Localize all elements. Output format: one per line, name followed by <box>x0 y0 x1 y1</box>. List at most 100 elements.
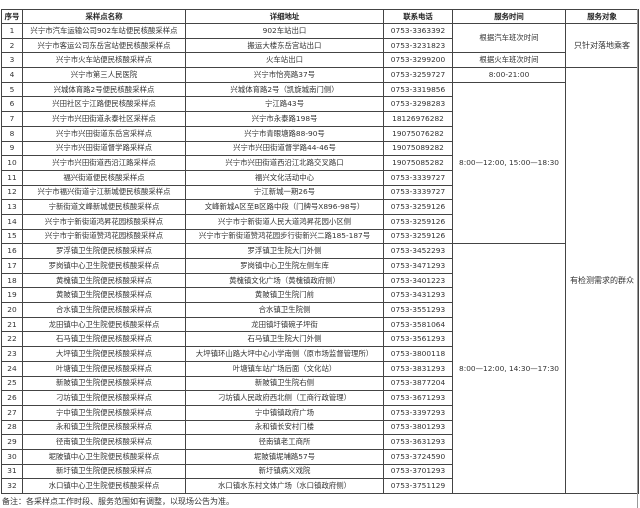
table-row: 27 宁中镇卫生院便民核酸采样点 宁中镇镇政府广场 0753-3397293 <box>1 404 639 421</box>
site-phone: 0753-3259727 <box>383 67 453 83</box>
site-phone: 0753-3339727 <box>383 184 453 201</box>
site-name: 黄槐镇卫生院便民核酸采样点 <box>22 272 186 289</box>
page-edge-line <box>637 9 638 508</box>
site-phone: 0753-3751129 <box>383 478 453 494</box>
site-name: 兴田社区宁江路便民核酸采样点 <box>22 96 186 113</box>
site-name: 兴宁市宁新街道鸿昇花园核酸采样点 <box>22 213 186 230</box>
table-row: 9 兴宁市兴田街道督学路采样点 兴宁市兴田街道督学路44-46号 1907508928… <box>1 140 639 157</box>
row-number: 7 <box>1 111 23 127</box>
row-number: 16 <box>1 243 23 259</box>
site-phone: 0753-3724590 <box>383 448 453 465</box>
row-number: 24 <box>1 360 23 377</box>
site-phone: 19075089282 <box>383 140 453 157</box>
site-phone: 0753-3259126 <box>383 228 453 245</box>
site-address: 兴宁市青眼塘路88-90号 <box>185 125 384 142</box>
header-target: 服务对象 <box>565 9 639 24</box>
site-name: 福兴街道便民核酸采样点 <box>22 169 186 186</box>
site-address: 罗岗镇中心卫生院左侧车库 <box>185 258 384 274</box>
row-number: 22 <box>1 331 23 348</box>
row-number: 20 <box>1 302 23 318</box>
row-number: 13 <box>1 199 23 215</box>
site-address: 合水镇卫生院侧 <box>185 302 384 318</box>
site-phone: 0753-3581064 <box>383 316 453 333</box>
site-phone: 0753-3319856 <box>383 81 453 98</box>
site-phone: 0753-3801293 <box>383 419 453 436</box>
site-address: 902车站出口 <box>185 23 384 39</box>
site-phone: 19075076282 <box>383 125 453 142</box>
site-name: 兴宁市宁新街道赞鸿花园核酸采样点 <box>22 228 186 245</box>
site-phone: 0753-3831293 <box>383 360 453 377</box>
table-header: 序号 采样点名称 详细地址 联系电话 服务时间 服务对象 <box>1 9 639 24</box>
row-number: 32 <box>1 478 23 494</box>
site-address: 黄陂镇卫生院门前 <box>185 287 384 304</box>
site-address: 搬运大楼东岳宫站出口 <box>185 37 384 54</box>
site-name: 宁新街道文峰新城便民核酸采样点 <box>22 199 186 215</box>
site-name: 叶塘镇卫生院便民核酸采样点 <box>22 360 186 377</box>
service-time: 根据汽车班次时间 <box>452 22 566 54</box>
table-row: 4 兴宁市第三人民医院 兴宁市怡亮路37号 0753-3259727 8:00-21:0… <box>1 67 639 494</box>
header-name: 采样点名称 <box>22 9 186 24</box>
row-number: 18 <box>1 272 23 289</box>
site-name: 兴宁市兴田街道东岳宫采样点 <box>22 125 186 142</box>
row-number: 2 <box>1 37 23 54</box>
row-number: 17 <box>1 258 23 274</box>
site-name: 新陂镇卫生院便民核酸采样点 <box>22 375 186 392</box>
site-phone: 0753-3259126 <box>383 199 453 215</box>
row-number: 28 <box>1 419 23 436</box>
table-row: 19 黄陂镇卫生院便民核酸采样点 黄陂镇卫生院门前 0753-3431293 <box>1 287 639 304</box>
site-address: 龙田镇圩镇碗子坪街 <box>185 316 384 333</box>
site-address: 兴宁市兴田街道西沿江北路交叉路口 <box>185 155 384 171</box>
site-phone: 0753-3259126 <box>383 213 453 230</box>
service-time: 根据火车班次时间 <box>452 52 566 69</box>
table-row: 30 坭陂镇中心卫生院便民核酸采样点 坭陂镇坭埔路57号 0753-3724590 <box>1 448 639 465</box>
site-name: 大坪镇卫生院便民核酸采样点 <box>22 346 186 362</box>
site-phone: 0753-3299200 <box>383 52 453 69</box>
table-row: 6 兴田社区宁江路便民核酸采样点 宁江路43号 0753-3298283 <box>1 96 639 113</box>
site-address: 福兴文化活动中心 <box>185 169 384 186</box>
row-number: 11 <box>1 169 23 186</box>
site-name: 坭陂镇中心卫生院便民核酸采样点 <box>22 448 186 465</box>
table-row: 13 宁新街道文峰新城便民核酸采样点 文峰新城A区至B区路中段（门牌号X896-98… <box>1 199 639 215</box>
row-number: 4 <box>1 67 23 83</box>
site-address: 水口镇水东村文体广场（水口镇政府侧） <box>185 478 384 494</box>
row-number: 29 <box>1 434 23 450</box>
site-name: 兴宁市第三人民医院 <box>22 67 186 83</box>
row-number: 14 <box>1 213 23 230</box>
site-phone: 0753-3631293 <box>383 434 453 450</box>
service-time: 8:00—12:00, 15:00—18:30 <box>452 81 566 245</box>
site-address: 新圩镇病义戏院 <box>185 463 384 480</box>
site-name: 兴宁市兴田街道督学路采样点 <box>22 140 186 157</box>
site-phone: 0753-3452293 <box>383 243 453 259</box>
site-phone: 0753-3431293 <box>383 287 453 304</box>
header-time: 服务时间 <box>452 9 566 24</box>
row-number: 15 <box>1 228 23 245</box>
row-number: 21 <box>1 316 23 333</box>
site-address: 叶塘镇车站广场后面（文化站） <box>185 360 384 377</box>
site-name: 水口镇中心卫生院便民核酸采样点 <box>22 478 186 494</box>
site-phone: 0753-3877204 <box>383 375 453 392</box>
site-address: 永和镇长安村门楼 <box>185 419 384 436</box>
row-number: 1 <box>1 23 23 39</box>
service-target: 有检测需求的群众 <box>565 67 639 494</box>
site-name: 兴宁市兴田街道永泰社区采样点 <box>22 111 186 127</box>
site-name: 刁坊镇卫生院便民核酸采样点 <box>22 390 186 406</box>
service-time: 8:00—12:00, 14:30—17:30 <box>452 243 566 494</box>
table-row: 7 兴宁市兴田街道永泰社区采样点 兴宁市永泰路198号 18126976282 <box>1 111 639 127</box>
site-name: 罗浮镇卫生院便民核酸采样点 <box>22 243 186 259</box>
site-name: 罗岗镇中心卫生院便民核酸采样点 <box>22 258 186 274</box>
table-row: 22 石马镇卫生院便民核酸采样点 石马镇卫生院大门外侧 0753-3561293 <box>1 331 639 348</box>
row-number: 30 <box>1 448 23 465</box>
table-row: 31 新圩镇卫生院便民核酸采样点 新圩镇病义戏院 0753-3701293 <box>1 463 639 480</box>
table-row: 23 大坪镇卫生院便民核酸采样点 大坪镇环山路大坪中心小学南侧（原市场监督管理所） 0… <box>1 346 639 362</box>
site-address: 宁中镇镇政府广场 <box>185 404 384 421</box>
row-number: 26 <box>1 390 23 406</box>
site-phone: 0753-3551293 <box>383 302 453 318</box>
sampling-sites-table: 序号 采样点名称 详细地址 联系电话 服务时间 服务对象 1 兴宁市汽车运输公司9… <box>1 9 639 494</box>
table-row: 20 合水镇卫生院便民核酸采样点 合水镇卫生院侧 0753-3551293 <box>1 302 639 318</box>
table-row: 18 黄槐镇卫生院便民核酸采样点 黄槐镇文化广场（黄槐镇政府侧） 0753-34012… <box>1 272 639 289</box>
table-row: 12 兴宁市福兴街道宁江新城便民核酸采样点 宁江新城一期26号 0753-333972… <box>1 184 639 201</box>
row-number: 9 <box>1 140 23 157</box>
site-address: 兴宁市兴田街道督学路44-46号 <box>185 140 384 157</box>
table-row: 3 兴宁市火车站便民核酸采样点 火车站出口 0753-3299200 根据火车班次时间 <box>1 52 639 69</box>
table-row: 29 径南镇卫生院便民核酸采样点 径南镇老工商所 0753-3631293 <box>1 434 639 450</box>
